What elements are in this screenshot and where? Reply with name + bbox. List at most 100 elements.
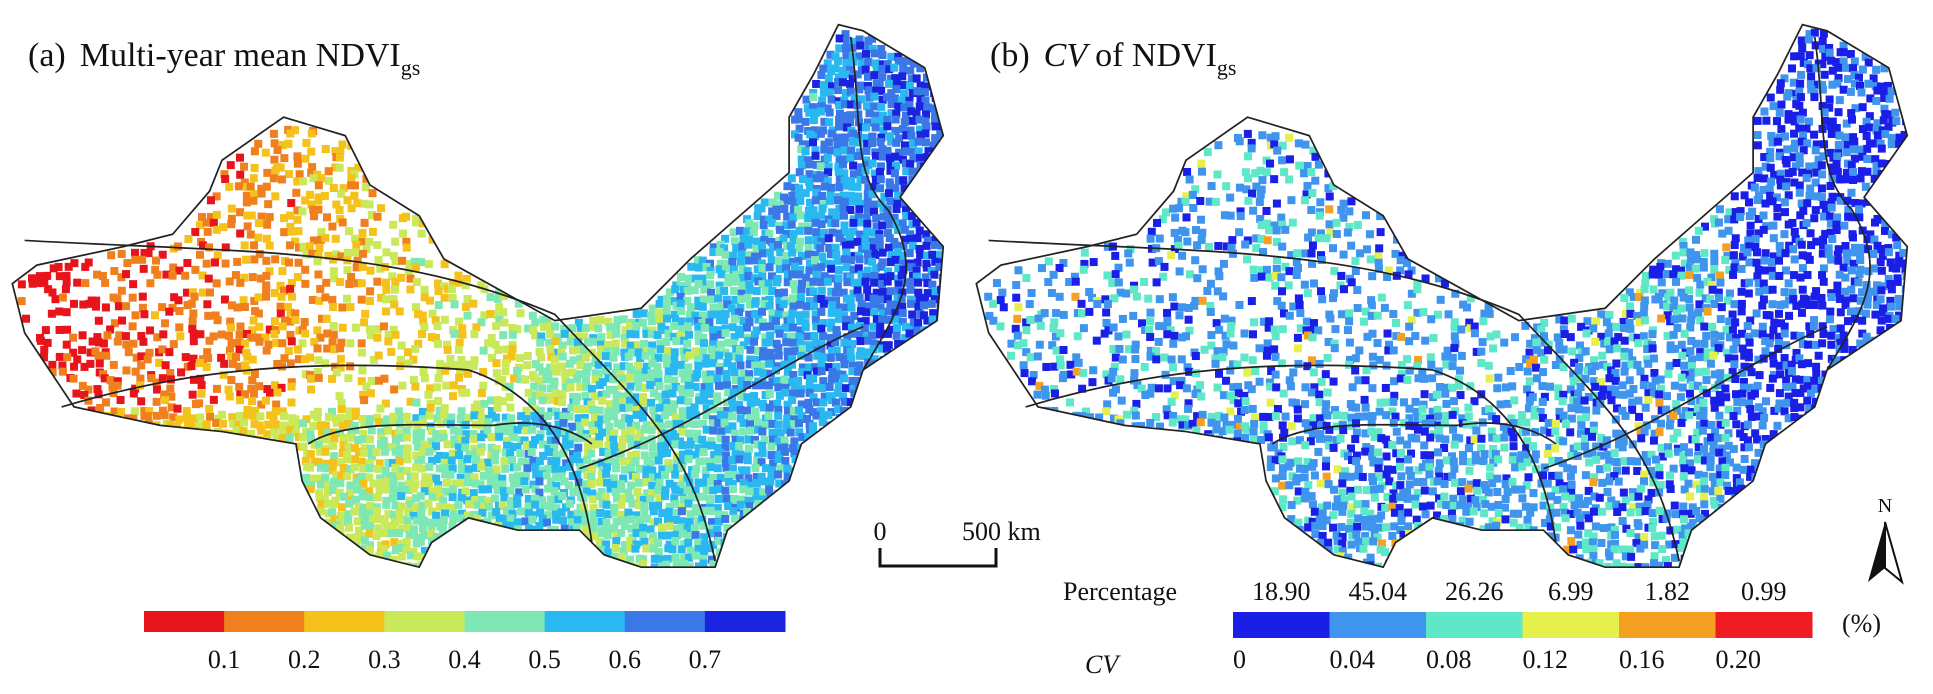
map-pixel bbox=[603, 478, 612, 487]
map-pixel bbox=[189, 419, 198, 428]
map-pixel bbox=[257, 212, 266, 221]
map-pixel bbox=[670, 332, 679, 341]
map-pixel bbox=[1758, 301, 1767, 310]
map-pixel bbox=[559, 419, 568, 428]
map-pixel bbox=[1413, 362, 1422, 371]
map-pixel bbox=[626, 555, 635, 564]
map-pixel bbox=[840, 146, 849, 155]
map-pixel bbox=[440, 260, 449, 269]
map-pixel bbox=[870, 308, 879, 317]
map-pixel bbox=[795, 192, 804, 201]
map-pixel bbox=[418, 447, 427, 457]
map-pixel bbox=[913, 87, 922, 96]
map-pixel bbox=[1287, 251, 1296, 260]
map-pixel bbox=[521, 485, 530, 494]
map-pixel bbox=[872, 214, 881, 223]
map-pixel bbox=[1790, 139, 1799, 148]
map-pixel bbox=[591, 532, 600, 541]
map-pixel bbox=[561, 442, 570, 451]
map-pixel bbox=[1392, 332, 1401, 341]
map-pixel bbox=[745, 256, 754, 265]
map-pixel bbox=[848, 362, 857, 371]
map-pixel bbox=[561, 377, 570, 386]
map-pixel bbox=[1863, 154, 1872, 163]
map-pixel bbox=[359, 429, 368, 438]
map-pixel bbox=[395, 509, 404, 518]
map-pixel bbox=[1850, 248, 1859, 257]
map-pixel bbox=[1805, 51, 1814, 60]
map-pixel bbox=[850, 93, 859, 102]
map-pixel bbox=[1873, 119, 1882, 128]
map-pixel bbox=[1170, 228, 1179, 237]
map-pixel bbox=[692, 435, 702, 444]
map-pixel bbox=[332, 418, 341, 427]
map-pixel bbox=[1575, 353, 1584, 362]
map-pixel bbox=[235, 345, 244, 354]
map-pixel bbox=[863, 72, 873, 81]
map-pixel bbox=[869, 345, 878, 354]
map-pixel bbox=[248, 273, 257, 282]
map-pixel bbox=[499, 292, 508, 301]
map-pixel bbox=[715, 265, 724, 274]
map-pixel bbox=[1669, 330, 1678, 339]
map-pixel bbox=[662, 338, 671, 347]
map-pixel bbox=[320, 192, 329, 201]
map-pixel bbox=[691, 551, 700, 560]
map-pixel bbox=[802, 273, 811, 282]
map-pixel bbox=[1294, 360, 1303, 369]
map-pixel bbox=[678, 474, 687, 483]
map-pixel bbox=[1776, 169, 1785, 178]
map-pixel bbox=[1811, 178, 1820, 187]
map-pixel bbox=[890, 169, 899, 178]
map-pixel bbox=[249, 411, 258, 420]
map-pixel bbox=[846, 256, 855, 265]
map-pixel bbox=[524, 458, 533, 467]
map-pixel bbox=[476, 408, 485, 417]
map-pixel bbox=[255, 382, 264, 391]
map-pixel bbox=[153, 270, 162, 279]
map-pixel bbox=[611, 543, 620, 553]
map-pixel bbox=[1323, 353, 1332, 362]
map-pixel bbox=[188, 324, 197, 333]
map-pixel bbox=[812, 188, 821, 197]
map-pixel bbox=[552, 481, 561, 490]
map-pixel bbox=[1767, 131, 1776, 140]
map-pixel bbox=[462, 388, 471, 397]
map-pixel bbox=[1787, 64, 1797, 73]
map-pixel bbox=[864, 57, 873, 66]
map-pixel bbox=[827, 323, 836, 332]
map-pixel bbox=[573, 509, 582, 518]
map-pixel bbox=[1872, 183, 1881, 192]
map-pixel bbox=[1301, 140, 1310, 149]
map-pixel bbox=[480, 311, 489, 320]
map-pixel bbox=[298, 433, 307, 442]
map-pixel bbox=[336, 458, 345, 467]
map-pixel bbox=[1880, 93, 1889, 102]
map-pixel bbox=[601, 352, 611, 361]
map-pixel bbox=[640, 441, 649, 450]
map-pixel bbox=[360, 536, 369, 545]
map-pixel bbox=[1277, 287, 1287, 296]
map-pixel bbox=[603, 347, 612, 356]
map-pixel bbox=[1753, 173, 1762, 182]
map-pixel bbox=[931, 287, 940, 296]
map-pixel bbox=[184, 234, 193, 243]
map-pixel bbox=[360, 488, 369, 497]
map-pixel bbox=[110, 319, 119, 328]
map-pixel bbox=[1634, 293, 1643, 302]
map-pixel bbox=[1881, 110, 1890, 119]
map-pixel bbox=[470, 356, 479, 365]
map-pixel bbox=[597, 517, 606, 526]
map-pixel bbox=[543, 511, 552, 520]
map-pixel bbox=[636, 353, 645, 362]
map-pixel bbox=[774, 383, 783, 392]
map-pixel bbox=[455, 373, 464, 382]
map-pixel bbox=[1109, 345, 1118, 354]
map-pixel bbox=[565, 440, 574, 449]
map-pixel bbox=[202, 420, 211, 429]
map-pixel bbox=[632, 450, 641, 459]
map-pixel bbox=[750, 337, 759, 346]
map-pixel bbox=[809, 374, 818, 383]
map-pixel bbox=[1294, 294, 1303, 303]
map-pixel bbox=[723, 300, 732, 309]
